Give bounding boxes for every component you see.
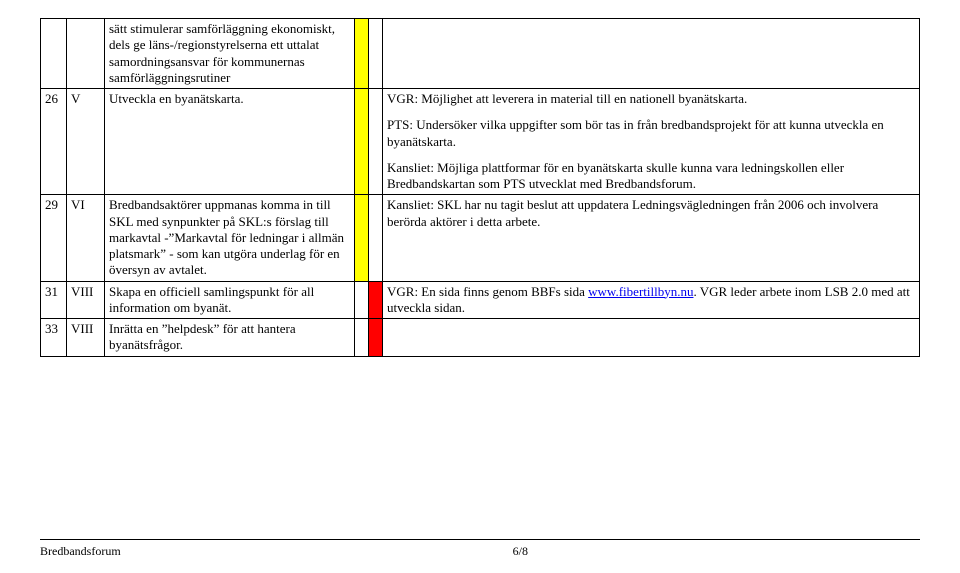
status-yellow bbox=[355, 281, 369, 319]
cell-roman: VIII bbox=[67, 319, 105, 357]
cell-notes: VGR: En sida finns genom BBFs sida www.f… bbox=[383, 281, 920, 319]
cell-num: 31 bbox=[41, 281, 67, 319]
status-yellow bbox=[355, 319, 369, 357]
link-fibertillbyn[interactable]: www.fibertillbyn.nu bbox=[588, 284, 693, 299]
status-red bbox=[369, 195, 383, 281]
page-footer: Bredbandsforum 6/8 bbox=[40, 539, 920, 559]
footer-page-number: 6/8 bbox=[40, 544, 920, 559]
cell-notes: Kansliet: SKL har nu tagit beslut att up… bbox=[383, 195, 920, 281]
cell-roman: VI bbox=[67, 195, 105, 281]
cell-num: 26 bbox=[41, 89, 67, 195]
cell-desc: Utveckla en byanätskarta. bbox=[105, 89, 355, 195]
cell-roman bbox=[67, 19, 105, 89]
cell-desc: sätt stimulerar samförläggning ekonomisk… bbox=[105, 19, 355, 89]
footer-left: Bredbandsforum bbox=[40, 544, 121, 559]
cell-roman: V bbox=[67, 89, 105, 195]
document-table: sätt stimulerar samförläggning ekonomisk… bbox=[40, 18, 920, 357]
notes-para: PTS: Undersöker vilka uppgifter som bör … bbox=[387, 117, 915, 150]
status-red bbox=[369, 281, 383, 319]
status-yellow bbox=[355, 19, 369, 89]
notes-para: Kansliet: Möjliga plattformar för en bya… bbox=[387, 160, 915, 193]
cell-desc: Bredbandsaktörer uppmanas komma in till … bbox=[105, 195, 355, 281]
status-yellow bbox=[355, 195, 369, 281]
table-row: sätt stimulerar samförläggning ekonomisk… bbox=[41, 19, 920, 89]
status-red bbox=[369, 319, 383, 357]
table-row: 29 VI Bredbandsaktörer uppmanas komma in… bbox=[41, 195, 920, 281]
table-row: 31 VIII Skapa en officiell samlingspunkt… bbox=[41, 281, 920, 319]
notes-text: VGR: En sida finns genom BBFs sida bbox=[387, 284, 588, 299]
notes-para: VGR: Möjlighet att leverera in material … bbox=[387, 91, 915, 107]
cell-notes bbox=[383, 19, 920, 89]
status-red bbox=[369, 19, 383, 89]
status-red bbox=[369, 89, 383, 195]
cell-num bbox=[41, 19, 67, 89]
status-yellow bbox=[355, 89, 369, 195]
cell-num: 33 bbox=[41, 319, 67, 357]
cell-notes bbox=[383, 319, 920, 357]
cell-roman: VIII bbox=[67, 281, 105, 319]
cell-desc: Inrätta en ”helpdesk” för att hantera by… bbox=[105, 319, 355, 357]
cell-notes: VGR: Möjlighet att leverera in material … bbox=[383, 89, 920, 195]
table-row: 33 VIII Inrätta en ”helpdesk” för att ha… bbox=[41, 319, 920, 357]
cell-num: 29 bbox=[41, 195, 67, 281]
table-row: 26 V Utveckla en byanätskarta. VGR: Möjl… bbox=[41, 89, 920, 195]
cell-desc: Skapa en officiell samlingspunkt för all… bbox=[105, 281, 355, 319]
